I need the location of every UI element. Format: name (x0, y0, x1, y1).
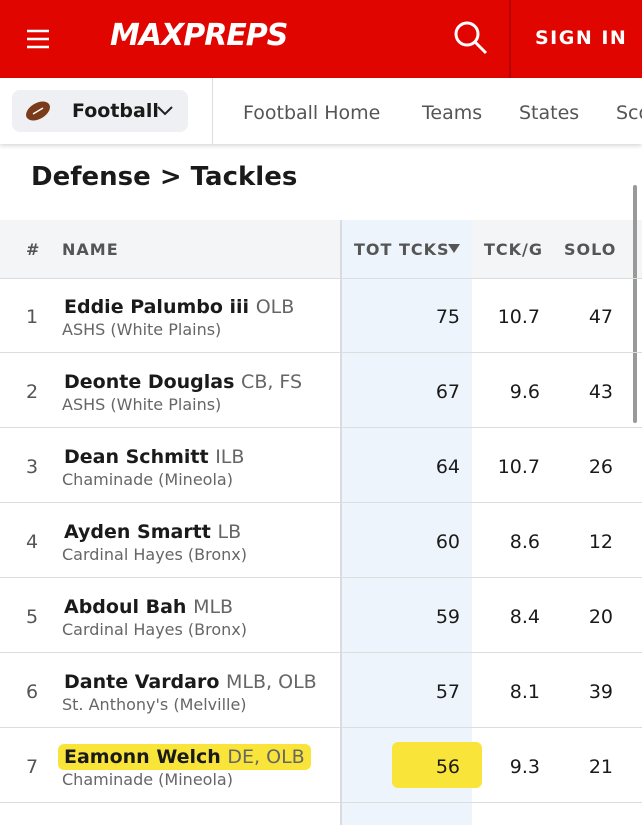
row-border (0, 577, 642, 578)
highlight (392, 742, 482, 788)
row-border (0, 352, 642, 353)
player-name[interactable]: Dean Schmitt ILB (62, 446, 246, 468)
solo: 39 (588, 681, 613, 703)
row-border (0, 727, 642, 728)
player-name[interactable]: Ayden Smartt LB (62, 521, 243, 543)
school: ASHS (White Plains) (62, 395, 222, 414)
school: St. Anthony's (Melville) (62, 695, 247, 714)
name: Dante Vardaro (64, 671, 220, 693)
name: Abdoul Bah (64, 596, 187, 618)
solo: 43 (588, 381, 613, 403)
col-header[interactable]: TCK/G (484, 240, 544, 259)
position: CB, FS (241, 371, 303, 393)
player-name[interactable]: Dante Vardaro MLB, OLB (62, 671, 319, 693)
name: Dean Schmitt (64, 446, 209, 468)
table-header (0, 220, 642, 279)
player-name[interactable]: Eamonn Welch DE, OLB (58, 744, 311, 770)
sort-arrow (448, 244, 460, 253)
rank: 1 (26, 306, 39, 328)
player-name[interactable]: Deonte Douglas CB, FS (62, 371, 304, 393)
col-header[interactable]: SOLO (564, 240, 617, 259)
divider (509, 0, 511, 78)
column-divider (340, 220, 342, 825)
scrollbar (633, 185, 637, 423)
col-header: # (26, 240, 41, 259)
sport-selector[interactable]: Football (12, 90, 188, 132)
col-header[interactable]: TOT TCKS (354, 240, 450, 259)
rank: 7 (26, 756, 39, 778)
position: ILB (215, 446, 245, 468)
sign-in[interactable]: SIGN IN (535, 27, 628, 49)
tot-tackles: 57 (435, 681, 460, 703)
tot-tackles: 60 (435, 531, 460, 553)
position: LB (217, 521, 242, 543)
tot-tackles: 67 (435, 381, 460, 403)
row-border (0, 427, 642, 428)
row-border (0, 802, 642, 803)
nav-item[interactable]: Teams (422, 102, 483, 124)
top-bar: MAXPREPS SIGN IN (0, 0, 642, 78)
position: OLB (255, 296, 295, 318)
school: ASHS (White Plains) (62, 320, 222, 339)
school: Chaminade (Mineola) (62, 770, 233, 789)
nav-item[interactable]: Football Home (243, 102, 381, 124)
school: Cardinal Hayes (Bronx) (62, 620, 248, 639)
tot-tackles: 59 (435, 606, 460, 628)
rank: 5 (26, 606, 39, 628)
football-icon (26, 101, 50, 121)
position: MLB, OLB (226, 671, 317, 693)
search-icon[interactable] (453, 20, 489, 56)
nav-item[interactable]: States (519, 102, 580, 124)
tackles-per-game: 10.7 (497, 306, 540, 328)
row-border (0, 278, 642, 279)
name: Eddie Palumbo iii (64, 296, 250, 318)
col-header: NAME (62, 240, 119, 259)
row-border (0, 502, 642, 503)
sport-label: Football (72, 100, 159, 122)
rank: 4 (26, 531, 39, 553)
solo: 26 (588, 456, 613, 478)
name: Eamonn Welch (64, 746, 221, 768)
tackles-per-game: 8.4 (509, 606, 540, 628)
logo[interactable]: MAXPREPS (110, 18, 288, 53)
nav-bar: Football Football Home Teams States Scor… (0, 78, 642, 144)
rank: 6 (26, 681, 39, 703)
tot-tackles: 56 (435, 756, 460, 778)
page-title: Defense > Tackles (31, 162, 298, 192)
player-name[interactable]: Abdoul Bah MLB (62, 596, 235, 618)
name: Deonte Douglas (64, 371, 235, 393)
tot-tackles: 64 (435, 456, 460, 478)
tot-tackles: 75 (435, 306, 460, 328)
solo: 21 (588, 756, 613, 778)
school: Cardinal Hayes (Bronx) (62, 545, 248, 564)
position: DE, OLB (227, 746, 305, 768)
row-border (0, 652, 642, 653)
menu-icon[interactable] (27, 29, 51, 49)
sorted-column (342, 220, 472, 825)
tackles-per-game: 8.6 (509, 531, 540, 553)
nav-item[interactable]: Scores (616, 102, 642, 124)
solo: 12 (588, 531, 613, 553)
tackles-per-game: 9.3 (509, 756, 540, 778)
school: Chaminade (Mineola) (62, 470, 233, 489)
rank: 3 (26, 456, 39, 478)
player-name[interactable]: Eddie Palumbo iii OLB (62, 296, 296, 318)
tackles-per-game: 10.7 (497, 456, 540, 478)
solo: 47 (588, 306, 613, 328)
chevron (157, 106, 173, 116)
rank: 2 (26, 381, 39, 403)
divider (212, 78, 213, 144)
position: MLB (193, 596, 234, 618)
tackles-per-game: 8.1 (509, 681, 540, 703)
name: Ayden Smartt (64, 521, 211, 543)
solo: 20 (588, 606, 613, 628)
tackles-per-game: 9.6 (509, 381, 540, 403)
